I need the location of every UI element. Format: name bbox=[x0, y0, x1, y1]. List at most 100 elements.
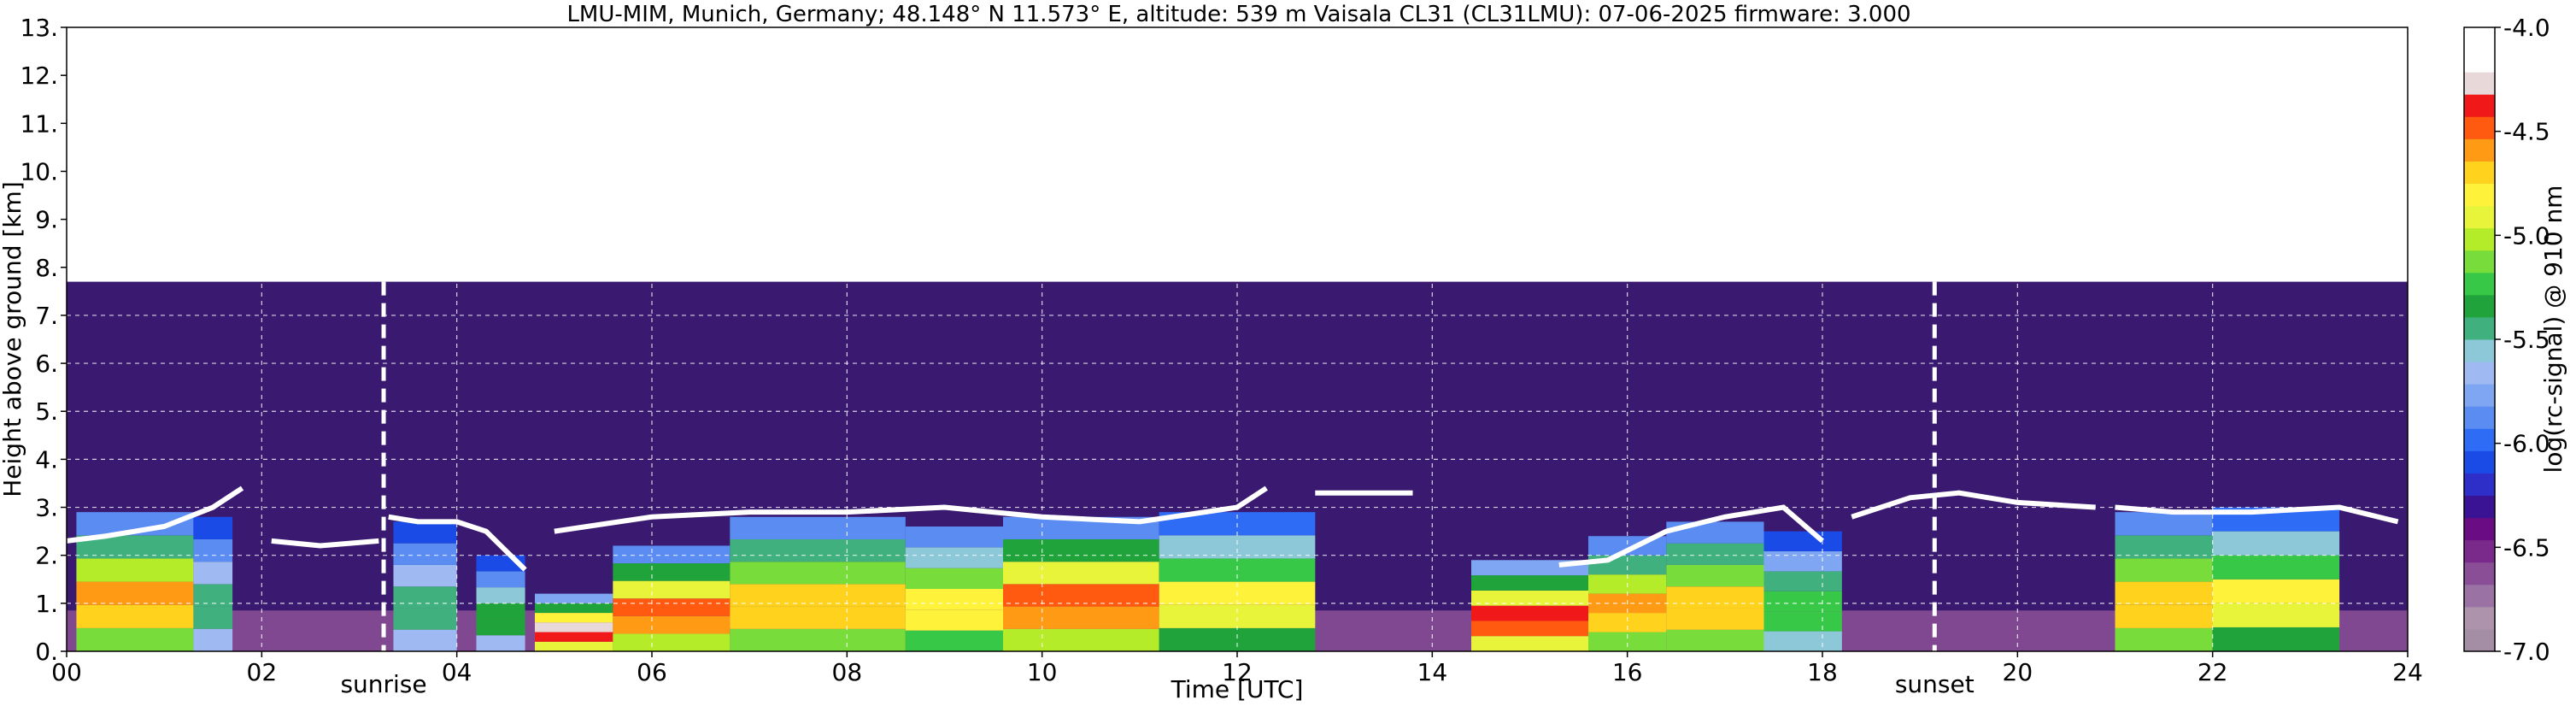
y-tick-label: 3. bbox=[35, 494, 58, 522]
signal-cell bbox=[1588, 613, 1667, 632]
signal-cell bbox=[535, 622, 613, 632]
x-tick-label: 22 bbox=[2198, 658, 2228, 686]
signal-cell bbox=[76, 604, 194, 628]
signal-cell bbox=[1003, 584, 1159, 607]
x-tick-label: 24 bbox=[2392, 658, 2423, 686]
x-tick-label: 20 bbox=[2003, 658, 2033, 686]
signal-cell bbox=[730, 538, 906, 562]
signal-cell bbox=[1471, 575, 1588, 591]
signal-cell bbox=[1471, 621, 1588, 637]
aerosol-column bbox=[1159, 512, 1316, 651]
y-tick-label: 4. bbox=[35, 445, 58, 474]
signal-cell bbox=[2115, 604, 2213, 628]
colorbar-tick-label: -5.0 bbox=[2503, 221, 2550, 250]
y-tick-label: 1. bbox=[35, 590, 58, 618]
signal-cell bbox=[1666, 608, 1764, 630]
colorbar-segment bbox=[2464, 517, 2495, 541]
signal-cell bbox=[905, 547, 1003, 568]
y-tick-label: 5. bbox=[35, 397, 58, 426]
signal-cell bbox=[193, 584, 233, 607]
colorbar-tick-label: -4.5 bbox=[2503, 118, 2550, 146]
aerosol-column bbox=[1763, 531, 1842, 651]
signal-cell bbox=[193, 562, 233, 585]
colorbar-segment bbox=[2464, 584, 2495, 608]
signal-cell bbox=[1471, 605, 1588, 621]
signal-cell bbox=[1003, 628, 1159, 651]
signal-cell bbox=[476, 619, 525, 636]
aerosol-column bbox=[905, 527, 1003, 651]
signal-cell bbox=[905, 527, 1003, 548]
colorbar-segment bbox=[2464, 72, 2495, 95]
colorbar-segment bbox=[2464, 272, 2495, 296]
colorbar-segment bbox=[2464, 294, 2495, 318]
signal-cell bbox=[393, 543, 457, 565]
signal-cell bbox=[1666, 564, 1764, 587]
x-tick-label: 10 bbox=[1027, 658, 1058, 686]
signal-cell bbox=[905, 568, 1003, 589]
x-axis-label: Time [UTC] bbox=[1171, 675, 1304, 703]
signal-cell bbox=[2212, 603, 2340, 627]
signal-cell bbox=[2115, 512, 2213, 536]
y-axis-ticks: 0. 1. 2. 3. 4. 5. 6. 7. 8. 9. 10. 11. 12. 13. bbox=[20, 14, 67, 666]
signal-cell bbox=[613, 580, 731, 599]
grid-lines bbox=[67, 27, 2408, 651]
y-tick-label: 6. bbox=[35, 350, 58, 378]
signal-cell bbox=[613, 598, 731, 616]
aerosol-column bbox=[193, 516, 233, 651]
signal-cell bbox=[76, 581, 194, 605]
colorbar-segment bbox=[2464, 606, 2495, 630]
signal-cell bbox=[730, 606, 906, 629]
x-tick-label: 14 bbox=[1417, 658, 1448, 686]
signal-cell bbox=[535, 641, 613, 651]
colorbar-segment bbox=[2464, 250, 2495, 274]
sun-event-lines bbox=[381, 281, 1937, 651]
cloud-base-line bbox=[2115, 504, 2399, 525]
signal-cell bbox=[613, 545, 731, 564]
signal-cell bbox=[730, 628, 906, 651]
x-tick-label: 00 bbox=[51, 658, 82, 686]
signal-cell bbox=[730, 562, 906, 585]
signal-cell bbox=[193, 628, 233, 651]
aerosol-column bbox=[2115, 512, 2213, 651]
signal-cell bbox=[476, 571, 525, 588]
signal-cell bbox=[1763, 551, 1842, 572]
signal-cell bbox=[1763, 531, 1842, 552]
signal-cell bbox=[393, 629, 457, 651]
x-tick-label: 06 bbox=[637, 658, 667, 686]
cloud-base-line bbox=[1558, 504, 1824, 568]
colorbar: -4.0 -4.5 -5.0 -5.5 -6.0 -6.5 -7.0 bbox=[2463, 14, 2550, 666]
aerosol-column bbox=[730, 516, 906, 651]
signal-cell bbox=[1666, 629, 1764, 651]
colorbar-segment bbox=[2464, 628, 2495, 652]
plot-area bbox=[66, 26, 2409, 652]
signal-cell bbox=[76, 627, 194, 651]
signal-cell bbox=[193, 516, 233, 539]
signal-cell bbox=[1159, 627, 1316, 651]
signal-cell bbox=[393, 586, 457, 609]
colorbar-segment bbox=[2464, 562, 2495, 585]
x-tick-label: 04 bbox=[442, 658, 472, 686]
signal-cell bbox=[2115, 535, 2213, 559]
x-tick-label: 12 bbox=[1222, 658, 1253, 686]
y-tick-label: 8. bbox=[35, 254, 58, 282]
colorbar-segment bbox=[2464, 362, 2495, 385]
signal-cell bbox=[535, 632, 613, 642]
x-tick-label: 02 bbox=[247, 658, 278, 686]
x-tick-label: 18 bbox=[1807, 658, 1838, 686]
signal-cell bbox=[730, 516, 906, 539]
signal-cell bbox=[1666, 586, 1764, 609]
colorbar-segment bbox=[2464, 205, 2495, 229]
signal-cell bbox=[613, 633, 731, 651]
aerosol-column bbox=[1003, 516, 1159, 651]
colorbar-segment bbox=[2464, 384, 2495, 407]
signal-cell bbox=[393, 564, 457, 587]
cloud-base-line bbox=[66, 485, 244, 544]
signal-cell bbox=[1159, 604, 1316, 628]
y-tick-label: 12. bbox=[20, 62, 58, 90]
y-tick-label: 2. bbox=[35, 542, 58, 570]
signal-cell bbox=[2115, 558, 2213, 582]
colorbar-segment bbox=[2464, 138, 2495, 162]
signal-cell bbox=[1763, 611, 1842, 632]
signal-cell bbox=[1763, 591, 1842, 612]
